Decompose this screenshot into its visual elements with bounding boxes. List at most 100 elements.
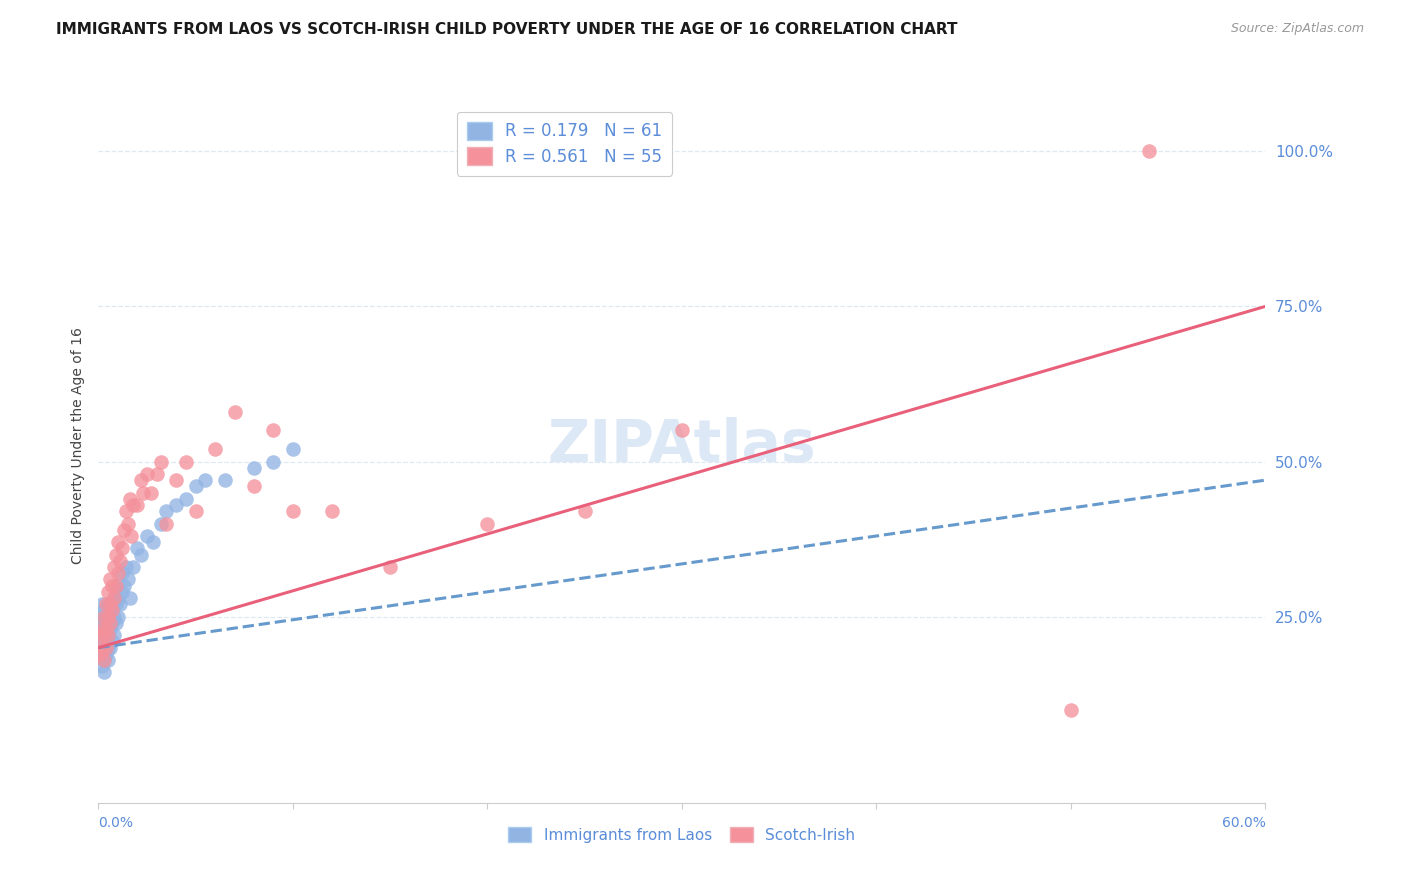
Point [91, 628, 114, 642]
Point [136, 529, 159, 543]
Point [281, 504, 304, 518]
Point [114, 560, 136, 574]
Point [214, 473, 236, 487]
Point [93, 628, 115, 642]
Point [96, 634, 118, 648]
Point [104, 548, 127, 562]
Point [91, 615, 114, 630]
Point [243, 460, 266, 475]
Point [93, 603, 115, 617]
Point [174, 491, 197, 506]
Point [112, 523, 135, 537]
Point [98, 609, 121, 624]
Point [107, 535, 129, 549]
Point [96, 609, 118, 624]
Point [111, 584, 134, 599]
Point [104, 615, 127, 630]
Point [96, 640, 118, 655]
Point [104, 579, 127, 593]
Point [165, 498, 187, 512]
Point [112, 579, 135, 593]
Point [117, 516, 139, 531]
Legend: Immigrants from Laos, Scotch-Irish: Immigrants from Laos, Scotch-Irish [502, 821, 862, 848]
Point [98, 615, 121, 630]
Point [97, 609, 120, 624]
Point [139, 485, 162, 500]
Point [243, 479, 266, 493]
Point [91, 622, 114, 636]
Point [107, 609, 129, 624]
Point [129, 473, 152, 487]
Point [127, 498, 149, 512]
Point [97, 597, 120, 611]
Point [224, 405, 246, 419]
Point [97, 628, 120, 642]
Point [97, 653, 120, 667]
Point [132, 485, 155, 500]
Point [117, 573, 139, 587]
Point [89, 634, 111, 648]
Point [89, 647, 111, 661]
Point [574, 504, 596, 518]
Point [103, 591, 125, 605]
Point [129, 548, 152, 562]
Point [204, 442, 226, 456]
Point [107, 566, 129, 581]
Point [97, 584, 120, 599]
Point [103, 560, 125, 574]
Point [101, 615, 124, 630]
Point [262, 454, 284, 468]
Point [1137, 145, 1160, 159]
Point [98, 597, 121, 611]
Text: Source: ZipAtlas.com: Source: ZipAtlas.com [1230, 22, 1364, 36]
Point [93, 615, 115, 630]
Point [97, 615, 120, 630]
Point [89, 622, 111, 636]
Point [103, 609, 125, 624]
Point [155, 516, 177, 531]
Text: IMMIGRANTS FROM LAOS VS SCOTCH-IRISH CHILD POVERTY UNDER THE AGE OF 16 CORRELATI: IMMIGRANTS FROM LAOS VS SCOTCH-IRISH CHI… [56, 22, 957, 37]
Point [174, 454, 197, 468]
Point [111, 566, 134, 581]
Point [93, 665, 115, 680]
Point [91, 640, 114, 655]
Point [149, 454, 172, 468]
Point [118, 491, 141, 506]
Point [103, 591, 125, 605]
Point [114, 504, 136, 518]
Point [136, 467, 159, 481]
Point [98, 622, 121, 636]
Point [671, 424, 693, 438]
Point [98, 573, 121, 587]
Point [108, 554, 131, 568]
Point [121, 529, 143, 543]
Point [127, 541, 149, 556]
Point [262, 424, 284, 438]
Point [93, 609, 115, 624]
Point [96, 647, 118, 661]
Point [96, 597, 118, 611]
Point [165, 473, 187, 487]
Point [96, 622, 118, 636]
Point [96, 622, 118, 636]
Point [118, 591, 141, 605]
Y-axis label: Child Poverty Under the Age of 16: Child Poverty Under the Age of 16 [70, 327, 84, 565]
Point [104, 579, 127, 593]
Text: 60.0%: 60.0% [1222, 816, 1265, 830]
Point [89, 628, 111, 642]
Point [122, 498, 145, 512]
Point [142, 535, 165, 549]
Point [155, 504, 177, 518]
Point [91, 609, 114, 624]
Point [146, 467, 169, 481]
Point [184, 504, 207, 518]
Point [194, 473, 217, 487]
Point [380, 560, 402, 574]
Point [101, 597, 124, 611]
Point [108, 597, 131, 611]
Point [93, 653, 115, 667]
Point [89, 647, 111, 661]
Point [93, 653, 115, 667]
Point [98, 597, 121, 611]
Point [97, 628, 120, 642]
